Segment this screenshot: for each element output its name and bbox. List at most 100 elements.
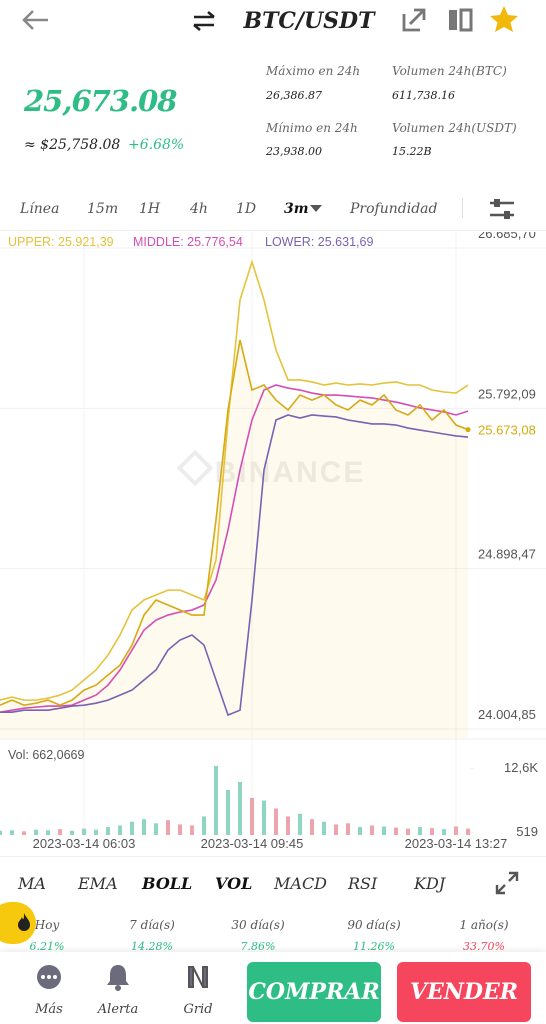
dropdown-caret [310,205,322,212]
x-tick-label: 2023-03-14 09:45 [201,836,304,851]
fire-icon [18,913,30,931]
indicator-tab[interactable]: EMA [78,874,118,893]
volume-bar [118,825,122,835]
volume-bar [370,825,374,835]
period-label: Hoy [34,918,60,932]
stat-label: Máximo en 24h [266,64,361,78]
indicator-tab[interactable]: RSI [348,874,378,893]
last-price-label: 25.673,08 [478,423,536,438]
volume-bar [82,828,86,835]
volume-bar [58,829,62,835]
period-change: 33.70% [463,940,505,953]
more-icon[interactable] [36,964,62,990]
volume-bar [334,824,338,835]
timeframe-tab[interactable]: 4h [190,201,208,217]
volume-bar [454,826,458,835]
y-tick-label: 24.898,47 [478,547,536,562]
volume-bar [298,813,302,835]
timeframe-tab-active[interactable]: 3m [284,201,309,217]
nav-label[interactable]: Más [35,1002,63,1017]
stat-label: Volumen 24h(USDT) [392,121,517,135]
volume-bar [190,825,194,835]
y-tick-label: 25.792,09 [478,386,536,401]
volume-bar [406,828,410,835]
volume-bar [262,800,266,835]
last-price-box [474,420,542,439]
legend-entry: UPPER: 25.921,39 [8,235,114,249]
volume-bar [430,828,434,835]
volume-bar [418,827,422,835]
last-price-dot [465,427,471,433]
price-change: +6.68% [128,137,185,153]
stat-label: Volumen 24h(BTC) [392,64,507,78]
kline-chart: 24.004,85 24.898,47 25.792,09 26.685,70 2023… [0,232,546,851]
volume-bar [202,816,206,835]
legend-entry: MIDDLE: 25.776,54 [133,235,243,249]
volume-bar [214,766,218,835]
period-label: 90 día(s) [347,918,401,932]
volume-bar [286,816,290,835]
indicator-tab-active[interactable]: BOLL [142,874,193,893]
stat-value: 23,938.00 [266,145,322,158]
nav-label[interactable]: Alerta [97,1002,139,1017]
y-tick-label: 26.685,70 [478,232,536,241]
back-button[interactable] [20,8,52,32]
period-change: 14.28% [131,940,173,953]
period-label: 7 día(s) [129,918,175,932]
volume-bar [238,781,242,835]
y-tick-label: 12,6K [504,760,538,775]
swap-icon[interactable] [190,10,218,32]
price-area [0,339,468,738]
volume-bar [394,827,398,835]
volume-bar [466,828,470,835]
period-change: 7.86% [240,940,276,953]
period-change: 11.26% [353,940,395,953]
share-icon[interactable] [400,6,428,34]
pair-title: BTC/USDT [243,8,375,34]
stat-value: 26,386.87 [266,89,322,102]
fiat-price: ≈ $25,758.08 [24,137,121,153]
indicator-tab-active[interactable]: VOL [215,874,253,893]
legend-entry: LOWER: 25.631,69 [265,235,373,249]
timeframe-tab[interactable]: 1H [139,201,161,217]
divider [0,230,546,231]
indicator-tab[interactable]: MACD [274,874,328,893]
stat-value: 15.22B [392,145,432,158]
last-price: 25,673.08 [24,84,177,118]
volume-bar [226,789,230,835]
volume-bar [22,831,26,835]
volume-bar [130,821,134,835]
divider [462,198,463,218]
volume-bar [142,819,146,835]
hot-badge[interactable] [0,902,36,944]
grid-icon[interactable] [185,963,211,991]
timeframe-tab[interactable]: Profundidad [350,201,438,217]
alert-icon[interactable] [105,963,131,991]
buy-button[interactable]: COMPRAR [247,962,381,1022]
volume-bar [310,819,314,835]
volume-bar [10,830,14,835]
x-tick-label: 2023-03-14 13:27 [405,836,508,851]
volume-bar [346,823,350,835]
sell-button[interactable]: VENDER [397,962,531,1022]
indicator-tab[interactable]: KDJ [414,874,446,893]
timeframe-tab[interactable]: 15m [87,201,119,217]
band-line [0,414,469,717]
indicator-tab[interactable]: MA [18,874,46,893]
nav-label[interactable]: Grid [183,1002,213,1017]
favorite-star[interactable] [488,4,520,34]
volume-bar [274,808,278,835]
volume-title: Vol: 662,0669 [8,748,85,762]
volume-bar [94,829,98,835]
layout-icon[interactable] [446,6,474,34]
settings-icon[interactable] [488,196,516,222]
period-label: 1 año(s) [459,918,509,932]
fullscreen-icon[interactable] [494,870,520,896]
volume-bar [442,829,446,835]
timeframe-tab[interactable]: 1D [236,201,257,217]
watermark-logo [176,449,214,487]
volume-bar [358,827,362,835]
y-tick-label: 519 [516,824,538,839]
timeframe-tab[interactable]: Línea [20,201,60,217]
